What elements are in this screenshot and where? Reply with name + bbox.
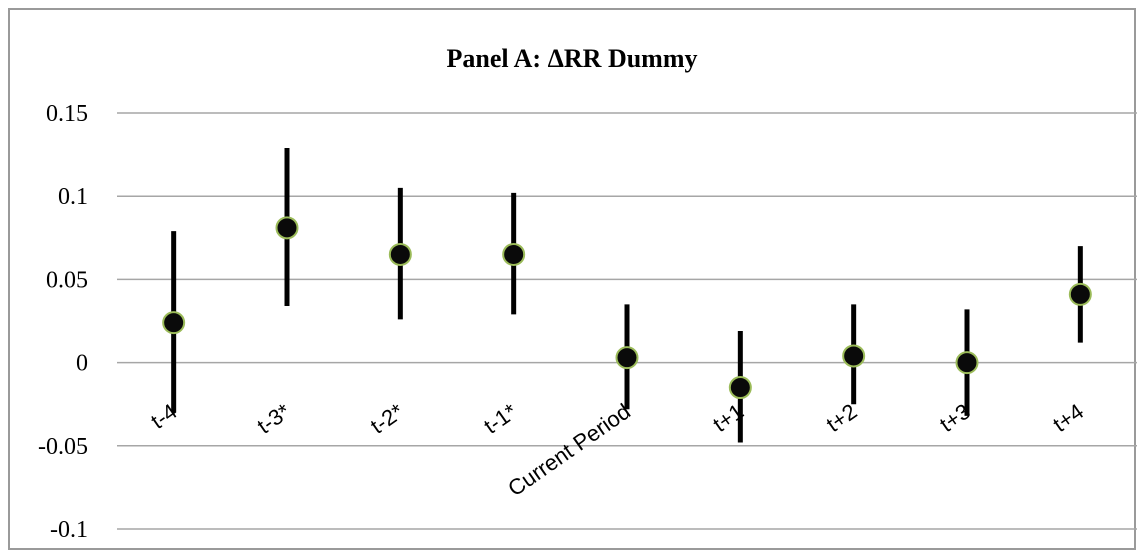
y-tick-label: -0.1 — [50, 517, 88, 543]
x-category-label: t+4 — [1048, 399, 1088, 437]
y-tick-label: 0.05 — [46, 267, 88, 293]
error-bars — [171, 147, 1083, 443]
y-tick-label: -0.05 — [38, 434, 88, 460]
x-category-label: t-3* — [252, 398, 295, 438]
x-axis-category-labels: t-4 t-3* t-2* t-1*Current Period t+1 t+2 t+3 t+… — [146, 398, 1088, 501]
point-estimate — [842, 344, 866, 368]
y-tick-label: 0.15 — [46, 101, 88, 127]
x-category-label: t-4 — [146, 399, 181, 434]
point-estimate — [955, 351, 979, 375]
y-axis-tick-labels: 0.15 0.1 0.05 0 -0.05 -0.1 — [38, 101, 88, 543]
point-estimate — [388, 242, 412, 266]
point-estimates — [162, 216, 1092, 400]
point-estimate — [275, 216, 299, 240]
point-estimate — [162, 311, 186, 335]
y-tick-label: 0 — [76, 351, 88, 377]
point-estimate — [615, 346, 639, 370]
x-category-label: t-1* — [479, 398, 522, 438]
y-tick-label: 0.1 — [58, 184, 88, 210]
x-category-label: t-2* — [366, 398, 409, 438]
point-estimate — [1068, 282, 1092, 306]
point-estimate — [728, 376, 752, 400]
chart-title: Panel A: ΔRR Dummy — [446, 44, 697, 73]
x-category-label: t+2 — [822, 399, 862, 437]
point-estimate — [502, 242, 526, 266]
x-category-label: Current Period — [503, 399, 635, 502]
